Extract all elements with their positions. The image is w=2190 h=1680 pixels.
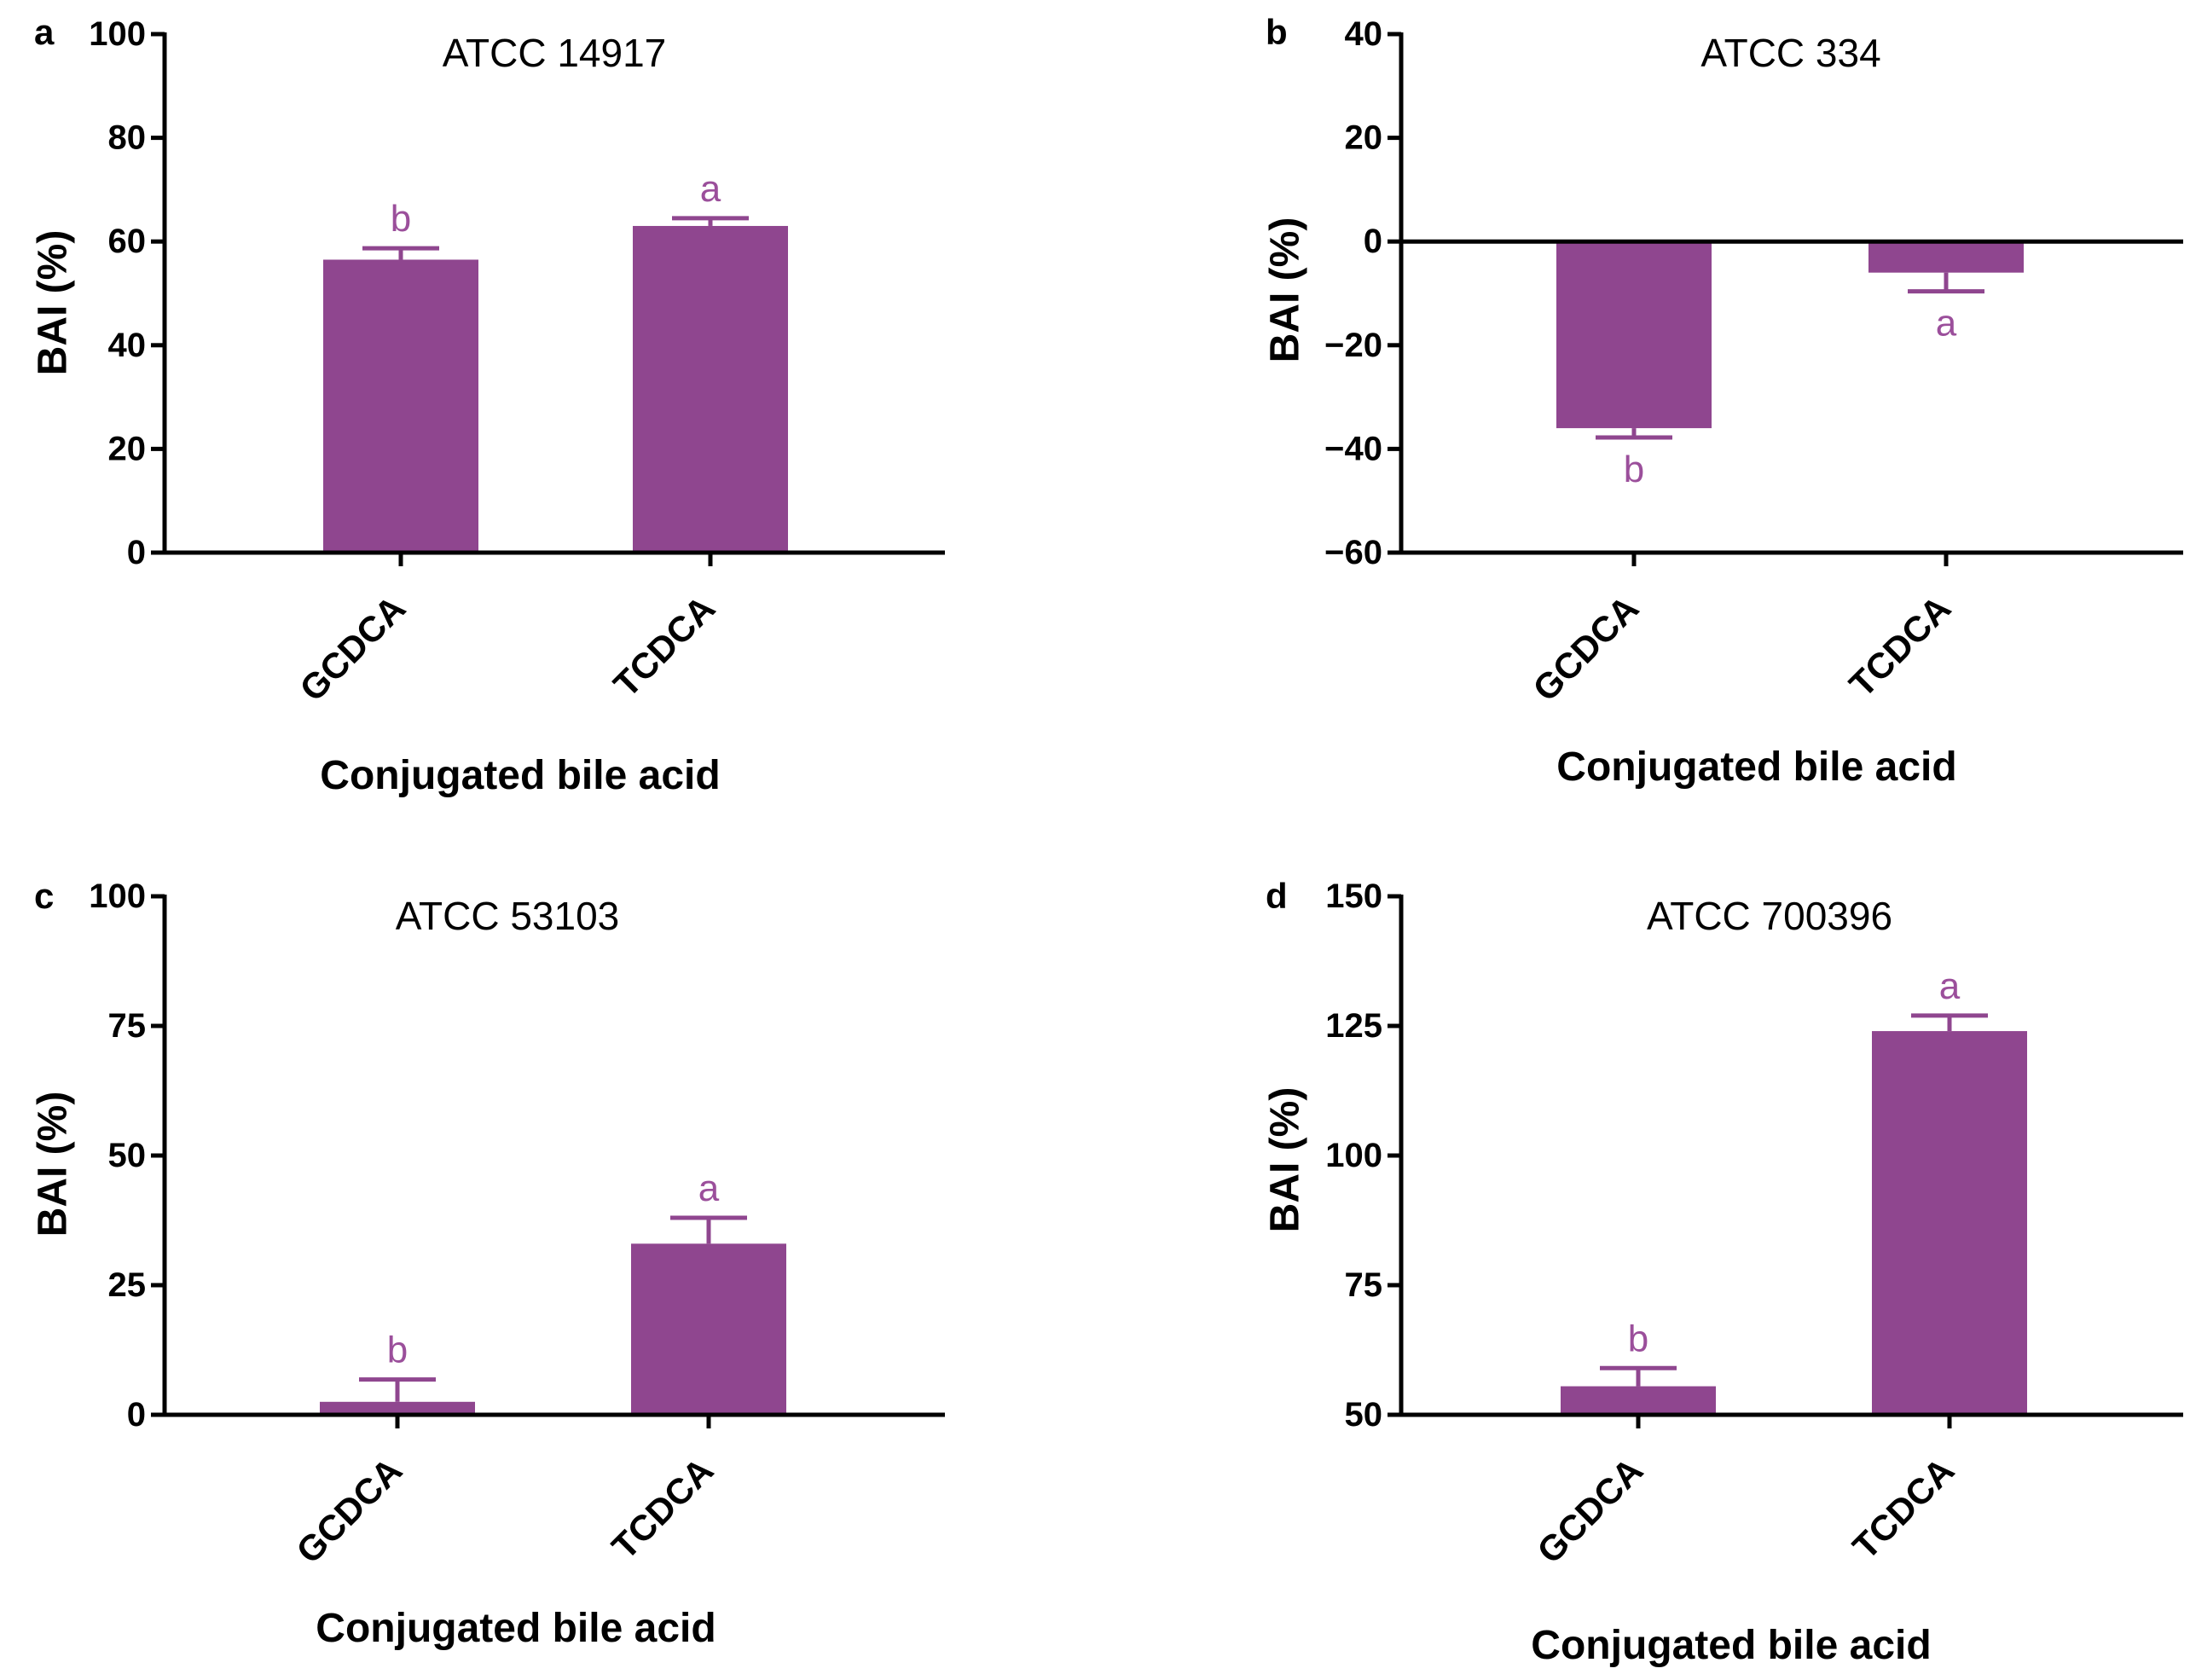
y-axis-title: BAI (%) [1263, 1087, 1308, 1233]
x-axis-title: Conjugated bile acid [320, 753, 720, 798]
x-tick-label: GCDCA [1529, 1450, 1650, 1571]
y-tick-label: 50 [108, 1137, 147, 1174]
y-tick-label: 0 [1364, 223, 1382, 260]
y-tick-label: 40 [108, 327, 147, 364]
x-axis-title: Conjugated bile acid [1531, 1623, 1931, 1668]
significance-label: b [391, 198, 411, 240]
y-tick-label: 100 [1325, 1137, 1382, 1174]
chart-title: ATCC 14917 [443, 31, 667, 75]
y-tick-label: 20 [108, 430, 147, 467]
x-tick-label: TCDCA [605, 588, 722, 704]
bar-gcdca [1561, 1386, 1716, 1415]
chart-title: ATCC 334 [1700, 31, 1880, 75]
y-tick-label: 0 [127, 534, 146, 571]
x-tick-label: GCDCA [288, 1450, 409, 1571]
significance-label: a [1939, 965, 1961, 1007]
chart-title: ATCC 53103 [396, 894, 620, 938]
y-tick-label: 125 [1325, 1007, 1382, 1045]
x-tick-label: TCDCA [1845, 1450, 1961, 1567]
significance-label: a [700, 168, 721, 210]
chart-panel-a: a ATCC 14917 BAI (%) Conjugated bile acid b G… [31, 12, 945, 798]
significance-label: b [1624, 449, 1644, 490]
y-tick-label: 80 [108, 119, 147, 157]
y-tick-label: 25 [108, 1266, 147, 1304]
y-tick-label: 0 [127, 1396, 146, 1434]
bar-tcdca [633, 225, 788, 553]
x-axis-title: Conjugated bile acid [316, 1606, 716, 1651]
y-tick-label: 60 [108, 223, 147, 260]
panel-letter: d [1266, 876, 1288, 916]
panel-letter: b [1266, 12, 1288, 52]
significance-label: a [698, 1167, 720, 1209]
chart-title: ATCC 700396 [1647, 894, 1892, 938]
x-tick-label: GCDCA [292, 588, 413, 709]
y-axis-title: BAI (%) [31, 1092, 76, 1237]
bar-tcdca [1868, 241, 2024, 273]
y-axis-title: BAI (%) [31, 230, 76, 376]
bar-gcdca [320, 1401, 475, 1415]
panel-letter: a [34, 12, 55, 52]
bar-tcdca [1872, 1031, 2027, 1415]
y-tick-label: 100 [89, 878, 146, 915]
y-tick-label: −20 [1324, 327, 1382, 364]
chart-panel-c: c ATCC 53103 BAI (%) Conjugated bile acid b G… [31, 876, 945, 1651]
bar-gcdca [323, 259, 478, 553]
y-tick-label: 20 [1345, 119, 1383, 157]
y-tick-label: 75 [108, 1007, 147, 1045]
significance-label: a [1936, 303, 1957, 345]
y-tick-label: 150 [1325, 878, 1382, 915]
y-tick-label: 40 [1345, 15, 1383, 53]
x-tick-label: TCDCA [1841, 588, 1958, 704]
significance-label: b [387, 1330, 408, 1371]
y-tick-label: −60 [1324, 534, 1382, 571]
significance-label: b [1628, 1318, 1648, 1359]
x-tick-label: GCDCA [1525, 588, 1646, 709]
x-tick-label: TCDCA [604, 1450, 721, 1567]
x-axis-title: Conjugated bile acid [1556, 744, 1956, 790]
bar-tcdca [631, 1243, 786, 1415]
y-tick-label: 75 [1345, 1266, 1383, 1304]
y-axis-title: BAI (%) [1263, 217, 1308, 363]
bar-gcdca [1556, 241, 1712, 429]
y-tick-label: −40 [1324, 430, 1382, 467]
panel-letter: c [34, 876, 54, 916]
y-tick-label: 50 [1345, 1396, 1383, 1434]
y-tick-label: 100 [89, 15, 146, 53]
chart-panel-b: b ATCC 334 BAI (%) Conjugated bile acid b GCD… [1263, 12, 2183, 790]
chart-panel-d: d ATCC 700396 BAI (%) Conjugated bile acid b… [1263, 876, 2183, 1668]
